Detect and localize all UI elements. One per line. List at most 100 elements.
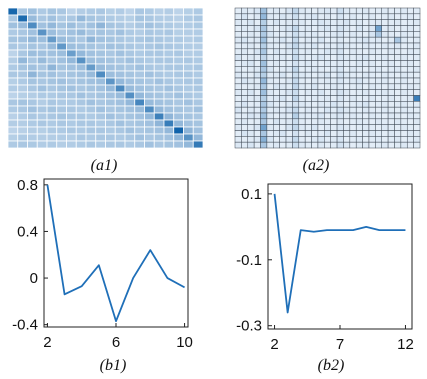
heatmap-cell <box>241 118 249 125</box>
heatmap-cell <box>134 63 145 72</box>
heatmap-cell <box>394 31 402 38</box>
heatmap-cell <box>183 105 194 114</box>
heatmap-cell <box>273 66 280 73</box>
heatmap-cell <box>330 124 338 131</box>
heatmap-cell <box>375 19 382 26</box>
heatmap-cell <box>304 89 312 96</box>
heatmap-cell <box>266 36 274 44</box>
heatmap-cell <box>394 124 402 131</box>
heatmap-cell <box>375 118 382 125</box>
heatmap-cell <box>343 25 351 32</box>
heatmap-cell <box>36 126 48 135</box>
heatmap-cell <box>273 7 280 15</box>
heatmap-cell <box>266 31 274 38</box>
heatmap-cell <box>144 112 155 121</box>
heatmap-cell <box>355 130 363 137</box>
heatmap-cell <box>400 36 408 44</box>
heatmap-cell <box>336 118 344 125</box>
heatmap-cell <box>124 112 136 121</box>
heatmap-cell <box>298 118 306 125</box>
heatmap-cell <box>330 101 338 108</box>
heatmap-cell <box>7 126 19 135</box>
heatmap-cell <box>27 140 38 149</box>
heatmap-cell <box>387 106 395 114</box>
heatmap-cell <box>368 106 376 114</box>
heatmap-cell <box>134 28 145 37</box>
heatmap-cell <box>95 140 106 149</box>
heatmap-cell <box>163 14 175 23</box>
heatmap-cell <box>253 31 261 38</box>
heatmap-cell <box>17 56 28 65</box>
heatmap-cell <box>105 133 116 142</box>
heatmap-cell <box>266 112 274 120</box>
heatmap-cell <box>46 21 58 30</box>
heatmap-cell <box>27 21 38 30</box>
heatmap-cell <box>234 25 242 32</box>
heatmap-cell <box>387 136 395 143</box>
heatmap-cell <box>311 66 319 73</box>
heatmap-cell <box>330 36 338 44</box>
heatmap-cell <box>273 36 280 44</box>
heatmap-cell <box>273 89 280 96</box>
heatmap-cell <box>75 98 87 107</box>
heatmap-cell <box>234 71 242 79</box>
heatmap-cell <box>394 112 402 120</box>
heatmap-cell <box>343 106 351 114</box>
heatmap-cell <box>381 124 389 131</box>
heatmap-cell <box>336 89 344 96</box>
heatmap-cell <box>241 112 249 120</box>
heatmap-cell <box>298 77 306 85</box>
heatmap-cell <box>234 48 242 55</box>
heatmap-cell <box>336 112 344 120</box>
heatmap-cell <box>46 77 58 86</box>
heatmap-cell <box>36 14 48 23</box>
heatmap-cell <box>46 119 58 128</box>
heatmap-cell <box>266 106 274 114</box>
heatmap-cell <box>17 63 28 72</box>
heatmap-cell <box>183 63 194 72</box>
heatmap-cell <box>260 130 268 137</box>
heatmap-cell <box>253 13 261 20</box>
heatmap-cell <box>153 133 165 142</box>
heatmap-cell <box>36 140 48 149</box>
heatmap-cell <box>336 42 344 50</box>
heatmap-cell <box>144 133 155 142</box>
heatmap-cell <box>266 54 274 61</box>
heatmap-cell <box>17 91 28 100</box>
heatmap-cell <box>400 136 408 143</box>
heatmap-cell <box>394 101 402 108</box>
heatmap-cell <box>46 98 58 107</box>
heatmap-cell <box>234 77 242 85</box>
heatmap-cell <box>368 95 376 102</box>
heatmap-cell <box>324 141 331 149</box>
heatmap-cell <box>183 119 194 128</box>
heatmap-cell <box>247 25 255 32</box>
heatmap-cell <box>66 14 77 23</box>
heatmap-cell <box>400 124 408 131</box>
heatmap-cell <box>105 42 116 51</box>
heatmap-cell <box>362 42 370 50</box>
heatmap-cell <box>260 141 268 149</box>
heatmap-cell <box>311 36 319 44</box>
heatmap-cell <box>247 101 255 108</box>
heatmap-cell <box>183 49 194 58</box>
heatmap-cell <box>17 7 28 16</box>
heatmap-cell <box>234 83 242 90</box>
heatmap-cell <box>406 124 414 131</box>
heatmap-cell <box>56 63 67 72</box>
heatmap-cell <box>285 136 293 143</box>
heatmap-cell <box>362 7 370 15</box>
heatmap-cell <box>56 140 67 149</box>
heatmap-cell <box>85 14 97 23</box>
heatmap-cell <box>400 95 408 102</box>
heatmap-cell <box>375 130 382 137</box>
heatmap-cell <box>85 119 97 128</box>
heatmap-cell <box>134 77 145 86</box>
heatmap-cell <box>400 7 408 15</box>
heatmap-cell <box>304 31 312 38</box>
heatmap-cell <box>324 19 331 26</box>
heatmap-cell <box>234 13 242 20</box>
heatmap-cell <box>413 83 421 90</box>
heatmap-cell <box>292 118 300 125</box>
heatmap-cell <box>413 106 421 114</box>
